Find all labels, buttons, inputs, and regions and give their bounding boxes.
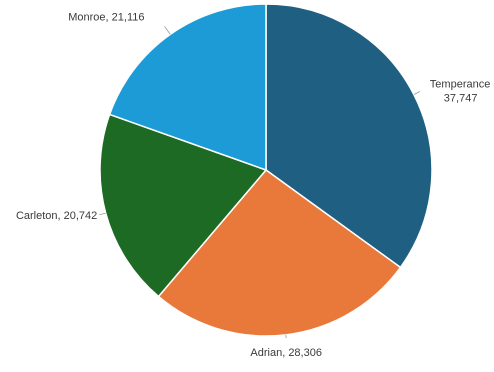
slice-label-monroe: Monroe, 21,116 — [68, 11, 144, 23]
pie-slices — [100, 4, 432, 336]
slice-label-carleton: Carleton, 20,742 — [16, 210, 97, 222]
slice-label-adrian: Adrian, 28,306 — [250, 347, 322, 359]
leader-line-temperance — [414, 92, 420, 95]
slice-value-temperance: 37,747 — [444, 93, 478, 105]
leader-line-monroe — [165, 26, 171, 34]
leader-line-carleton — [99, 213, 105, 215]
slice-label-temperance: Temperance — [430, 79, 491, 91]
